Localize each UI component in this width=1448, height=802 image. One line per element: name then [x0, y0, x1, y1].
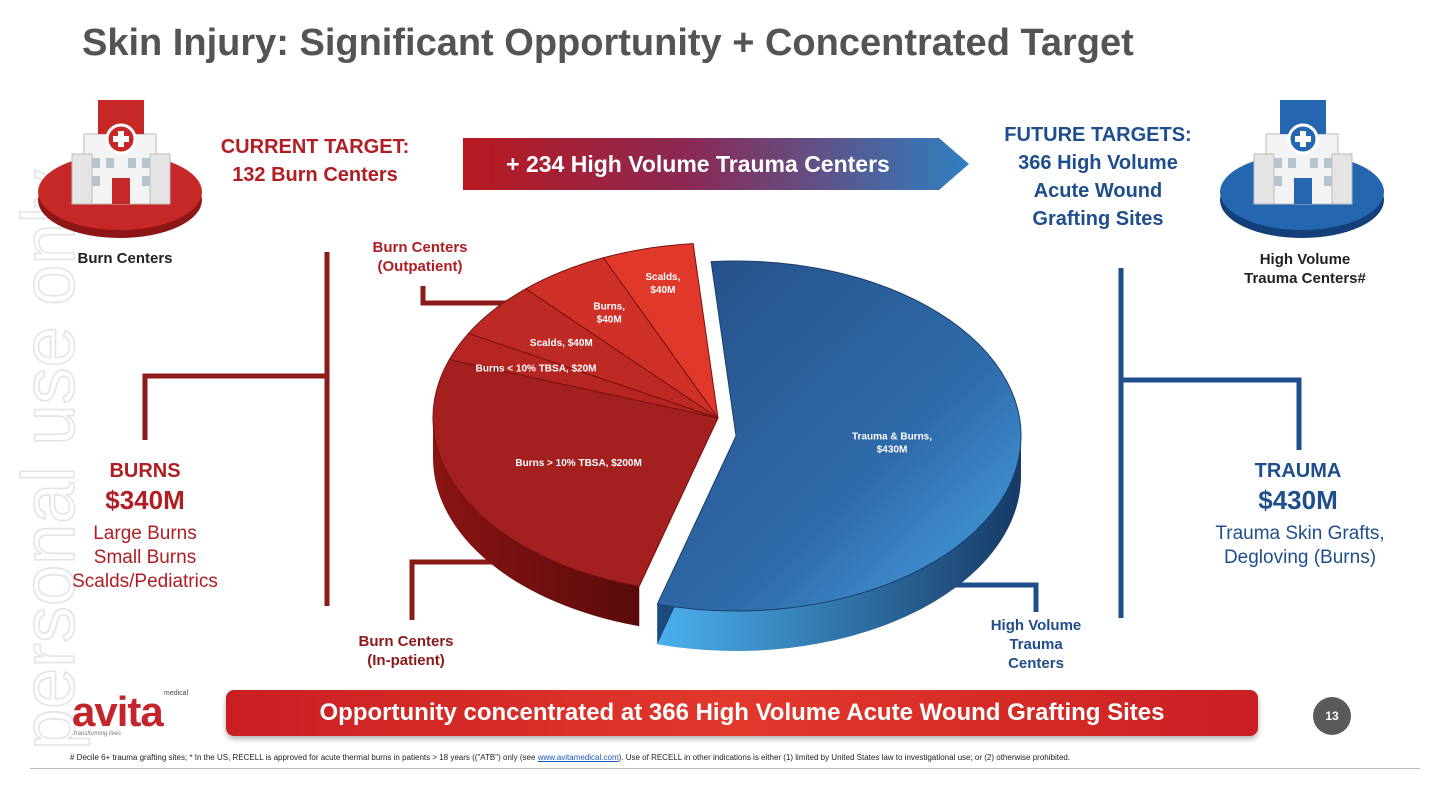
- footnote-text-before: # Decile 6+ trauma grafting sites; * In …: [70, 753, 538, 762]
- trauma-callout-line2: Trauma: [1009, 636, 1063, 653]
- logo-tagline: transforming lives: [74, 731, 122, 737]
- future-target-line3: Acute Wound: [1033, 180, 1163, 202]
- watermark-text: personal use only: [7, 170, 90, 750]
- pie-slice-0: [656, 260, 1022, 612]
- trauma-icon-caption-2: Trauma Centers#: [1244, 270, 1366, 287]
- trauma-center-hospital-icon: [1220, 100, 1384, 238]
- opportunity-banner: Opportunity concentrated at 366 High Vol…: [226, 690, 1258, 736]
- inpatient-callout-line2: (In-patient): [367, 652, 445, 669]
- burn-center-hospital-icon: [38, 100, 202, 238]
- trauma-centers-arrow-banner: [463, 138, 969, 190]
- trauma-icon-caption-1: High Volume: [1259, 251, 1351, 268]
- trauma-value: $430M: [1258, 485, 1338, 515]
- footnote: # Decile 6+ trauma grafting sites; * In …: [70, 753, 1070, 762]
- burn-centers-icon-caption: Burn Centers: [77, 250, 173, 267]
- logo-superscript: medical: [164, 690, 189, 697]
- trauma-callout-line3: Centers: [1008, 655, 1064, 672]
- future-target-line4: Grafting Sites: [1032, 208, 1164, 230]
- pie-slice-label-3: Scalds, $40M: [530, 338, 593, 349]
- logo-wordmark: avita: [72, 688, 164, 735]
- trauma-item-2: Degloving (Burns): [1223, 547, 1377, 568]
- pie-slice-label-0: Trauma & Burns, $430M: [852, 431, 932, 455]
- current-target-value: 132 Burn Centers: [232, 164, 398, 186]
- pie-slice-side-0: [657, 436, 1021, 651]
- burns-item-2: Small Burns: [93, 547, 197, 568]
- avita-logo: avita medical transforming lives: [72, 690, 202, 740]
- burns-item-3: Scalds/Pediatrics: [72, 571, 218, 592]
- burns-item-1: Large Burns: [93, 523, 197, 544]
- footer-rule: [30, 768, 1420, 769]
- trauma-item-1: Trauma Skin Grafts,: [1215, 523, 1385, 544]
- watermark: personal use only: [6, 169, 91, 750]
- burns-heading: BURNS: [109, 460, 181, 482]
- pie-slice-label-1: Burns > 10% TBSA, $200M: [515, 458, 641, 469]
- footnote-link[interactable]: www.avitamedical.com: [537, 753, 619, 762]
- page-title: Skin Injury: Significant Opportunity + C…: [82, 22, 1134, 64]
- pie-slice-5: [602, 243, 719, 419]
- burns-value: $340M: [105, 485, 185, 515]
- outpatient-callout-line2: (Outpatient): [377, 258, 463, 275]
- pie-slice-label-2: Burns < 10% TBSA, $20M: [476, 364, 597, 375]
- future-target-line2: 366 High Volume: [1018, 152, 1178, 174]
- pie-slice-label-4: Burns, $40M: [593, 301, 625, 325]
- inpatient-callout-line1: Burn Centers: [358, 633, 454, 650]
- pie-slice-label-5: Scalds, $40M: [645, 272, 680, 296]
- page-number: 13: [1313, 697, 1351, 735]
- trauma-callout-line1: High Volume: [990, 617, 1082, 634]
- trauma-heading: TRAUMA: [1254, 460, 1342, 482]
- banner-text: + 234 High Volume Trauma Centers: [506, 151, 890, 177]
- current-target-heading: CURRENT TARGET:: [220, 136, 410, 158]
- footnote-text-after: ). Use of RECELL in other indications is…: [618, 753, 1071, 762]
- outpatient-callout-line1: Burn Centers: [372, 239, 468, 256]
- future-target-heading: FUTURE TARGETS:: [1004, 124, 1192, 146]
- pie-slice-1: [432, 358, 719, 587]
